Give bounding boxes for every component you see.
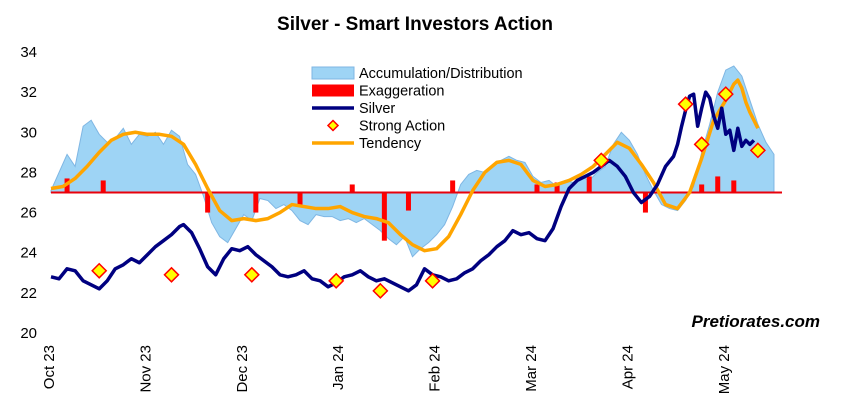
x-tick-label: Nov 23	[137, 345, 154, 393]
strong-action-marker	[677, 96, 694, 113]
strong-action-marker	[749, 142, 766, 159]
exaggeration-bar	[731, 180, 737, 193]
y-tick-label: 26	[20, 205, 37, 222]
exaggeration-bar	[715, 176, 721, 193]
strong-action-marker	[593, 152, 610, 169]
strong-action-marker	[91, 262, 108, 279]
exaggeration-bar	[381, 192, 387, 241]
y-tick-label: 32	[20, 84, 37, 101]
strong-action-marker	[424, 272, 441, 289]
exaggeration-bar	[554, 182, 560, 193]
x-tick-label: Mar 24	[523, 345, 540, 392]
strong-action-marker	[372, 282, 389, 299]
strong-action-marker	[693, 136, 710, 153]
exaggeration-bar	[297, 192, 303, 205]
exaggeration-bars	[64, 176, 737, 241]
strong-action-marker	[328, 272, 345, 289]
y-tick-label: 20	[20, 325, 37, 342]
exaggeration-bar	[100, 180, 106, 193]
legend-label: Silver	[359, 101, 395, 117]
tendency-line	[50, 78, 760, 253]
x-tick-label: Oct 23	[41, 345, 58, 389]
legend-swatch-marker	[326, 119, 340, 132]
legend-label: Exaggeration	[359, 84, 444, 100]
y-tick-label: 34	[20, 44, 37, 61]
y-axis: 20 22 24 26 28 30 32 34	[20, 44, 37, 342]
exaggeration-bar	[450, 180, 456, 193]
y-tick-label: 28	[20, 164, 37, 181]
exaggeration-bar	[405, 192, 411, 211]
x-tick-label: Feb 24	[427, 345, 444, 392]
exaggeration-bar	[642, 192, 648, 213]
legend: Accumulation/Distribution ExaggerationSil…	[311, 66, 523, 152]
legend-swatch-accumulation	[311, 66, 355, 80]
strong-action-marker	[717, 86, 734, 103]
exaggeration-bar	[699, 184, 705, 193]
legend-label: Tendency	[359, 136, 422, 152]
strong-action-markers	[91, 86, 766, 299]
y-tick-label: 22	[20, 285, 37, 302]
legend-swatch-exaggeration	[312, 84, 354, 97]
y-tick-label: 30	[20, 124, 37, 141]
x-axis: Oct 23 Nov 23 Dec 23 Jan 24 Feb 24 Mar 24 Apr …	[41, 345, 733, 394]
exaggeration-bar	[586, 176, 592, 193]
strong-action-marker	[163, 266, 180, 283]
strong-action-marker	[243, 266, 260, 283]
chart-title: Silver - Smart Investors Action	[277, 14, 553, 35]
watermark: Pretiorates.com	[692, 312, 821, 331]
exaggeration-bar	[349, 184, 355, 193]
exaggeration-bar	[205, 192, 211, 213]
legend-label: Accumulation/Distribution	[359, 66, 523, 82]
x-tick-label: Apr 24	[619, 345, 636, 389]
x-tick-label: Jan 24	[330, 345, 347, 390]
legend-label: Strong Action	[359, 119, 445, 135]
tendency-polyline	[50, 78, 760, 253]
exaggeration-bar	[253, 192, 259, 213]
exaggeration-bar	[534, 184, 540, 193]
y-tick-label: 24	[20, 245, 37, 262]
x-tick-label: Dec 23	[234, 345, 251, 393]
x-tick-label: May 24	[716, 345, 733, 394]
